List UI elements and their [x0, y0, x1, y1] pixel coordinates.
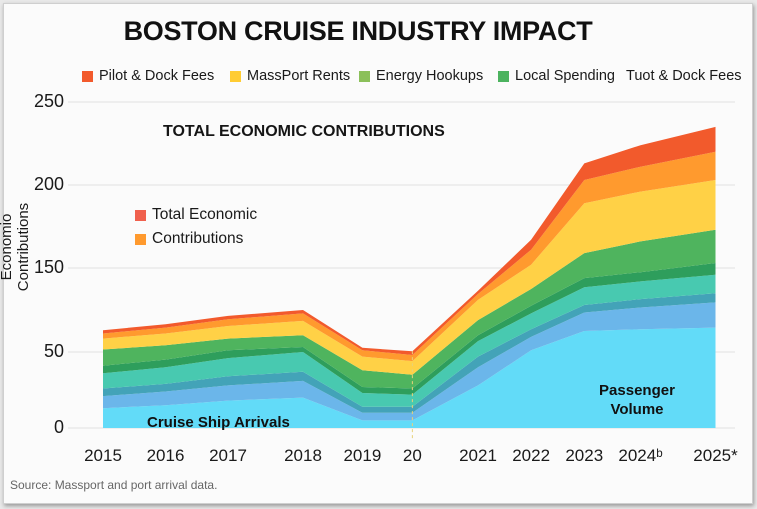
legend-swatch	[135, 209, 146, 221]
area-series-8[interactable]	[103, 126, 716, 356]
x-tick-label: 2021	[459, 446, 497, 465]
y-tick-label: 250	[33, 91, 64, 111]
area-series-4[interactable]	[103, 263, 716, 395]
legend-label: Energy Hookups	[376, 68, 484, 84]
chart-title: BOSTON CRUISE INDUSTRY IMPACT	[123, 16, 593, 46]
area-series-7[interactable]	[103, 151, 716, 362]
legend-swatch	[82, 70, 93, 82]
annotation-passenger-volume: Passenger Volume	[599, 382, 675, 418]
x-tick-label: 2016	[146, 446, 185, 465]
x-tick-label: 2015	[84, 446, 122, 465]
inner-legend: Total Economic Contributions	[135, 203, 257, 251]
x-tick-label: 2019	[343, 446, 382, 465]
legend-label: Tuot & Dock Fees	[626, 68, 742, 84]
legend-item-local-spending[interactable]: Local Spending	[498, 68, 615, 84]
area-series-6[interactable]	[103, 180, 716, 375]
inner-legend-item-contributions[interactable]: Contributions	[135, 227, 257, 251]
source-note: Source: Massport and port arrival data.	[10, 478, 218, 492]
legend-label: Total Economic	[152, 206, 258, 223]
area-series-3[interactable]	[103, 274, 716, 407]
x-tick-label: 2023	[565, 446, 604, 465]
legend-item-pilot-dock-fees[interactable]: Pilot & Dock Fees	[82, 68, 214, 84]
y-axis-label: Economio Contributions	[0, 202, 32, 292]
x-tick-label: 20	[402, 446, 422, 465]
y-tick-label: 50	[43, 341, 64, 361]
area-series-2[interactable]	[103, 293, 716, 413]
legend-swatch	[230, 70, 241, 82]
legend-label: Pilot & Dock Fees	[99, 68, 215, 84]
x-tick-label: 2018	[284, 446, 322, 465]
x-tick-label: 2025*	[693, 446, 738, 465]
chart-subtitle: TOTAL ECONOMIC CONTRIBUTIONS	[163, 123, 445, 140]
legend-label: MassPort Rents	[247, 68, 351, 84]
y-tick-label: 0	[53, 417, 64, 437]
legend-label: Contributions	[152, 230, 244, 247]
y-tick-label: 150	[33, 257, 64, 277]
area-series-5[interactable]	[103, 229, 716, 389]
inner-legend-item-total-economic[interactable]: Total Economic	[135, 203, 257, 227]
legend-label: Local Spending	[515, 68, 615, 84]
y-tick-label: 200	[33, 174, 64, 194]
area-series-0[interactable]	[103, 327, 716, 428]
legend-swatch	[359, 70, 370, 82]
x-tick-label: 2017	[209, 446, 247, 465]
annotation-cruise-ship-arrivals: Cruise Ship Arrivals	[147, 414, 290, 431]
area-series-1[interactable]	[103, 302, 716, 421]
legend-item-tuot-dock-fees[interactable]: Tuot & Dock Fees	[626, 68, 742, 84]
x-tick-label: 2022	[512, 446, 551, 465]
legend-swatch	[498, 70, 509, 82]
x-tick-label: 2024ᵇ	[618, 446, 663, 465]
legend-item-massport-rents[interactable]: MassPort Rents	[230, 68, 350, 84]
legend-item-energy-hookups[interactable]: Energy Hookups	[359, 68, 483, 84]
legend-swatch	[135, 233, 146, 245]
